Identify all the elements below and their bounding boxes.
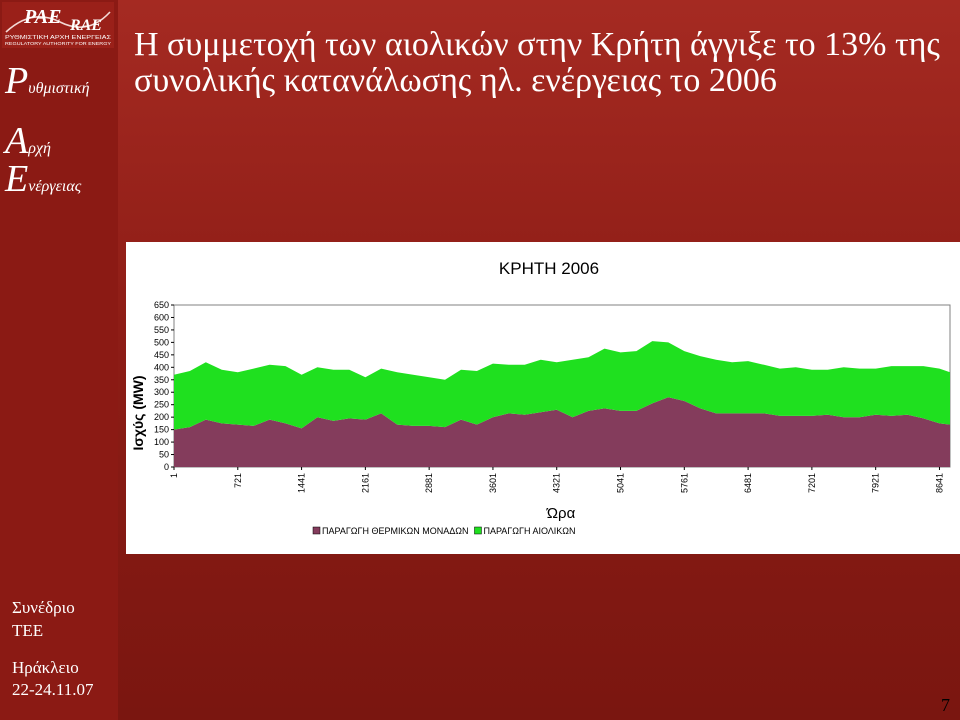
x-tick-label: 4321 bbox=[552, 473, 562, 493]
y-tick-label: 100 bbox=[154, 437, 169, 447]
y-tick-label: 550 bbox=[154, 325, 169, 335]
x-axis-label: Ώρα bbox=[546, 505, 576, 522]
legend: ΠΑΡΑΓΩΓΗ ΘΕΡΜΙΚΩΝ ΜΟΝΑΔΩΝ ΠΑΡΑΓΩΓΗ ΑΙΟΛΙΚ… bbox=[312, 526, 576, 536]
slide-main: Η συμμετοχή των αιολικών στην Κρήτη άγγι… bbox=[118, 0, 960, 720]
y-tick-label: 500 bbox=[154, 337, 169, 347]
axes: 0 50 100 150 200 250 300 350 400 450 500 550 600 650 1… bbox=[154, 300, 945, 493]
area-series-0 bbox=[174, 397, 950, 467]
y-tick-label: 50 bbox=[159, 450, 169, 460]
y-tick-label: 300 bbox=[154, 387, 169, 397]
legend-swatch-1 bbox=[474, 526, 482, 535]
area-series-1 bbox=[174, 341, 950, 430]
logo-text-rae: RAE bbox=[69, 17, 102, 34]
y-tick-label: 150 bbox=[154, 425, 169, 435]
brand-line-regulatory: Pυθμιστική bbox=[5, 62, 90, 100]
x-tick-label: 7921 bbox=[871, 473, 881, 493]
conference-org: ΤΕΕ bbox=[12, 621, 44, 640]
y-tick-label: 200 bbox=[154, 412, 169, 422]
y-axis-label: Ισχύς (MW) bbox=[130, 375, 146, 450]
logo-text-pae: PAE bbox=[23, 6, 61, 28]
legend-swatch-0 bbox=[312, 526, 321, 535]
brand-initial: E bbox=[5, 158, 29, 200]
x-tick-label: 2161 bbox=[360, 473, 370, 493]
legend-label-1: ΠΑΡΑΓΩΓΗ ΑΙΟΛΙΚΩΝ bbox=[483, 526, 575, 536]
brand-initial: A bbox=[5, 120, 29, 162]
rae-logo: PAE RAE ΡΥΘΜΙΣΤΙΚΗ ΑΡΧΗ ΕΝΕΡΓΕΙΑΣ REGULA… bbox=[2, 2, 114, 48]
slide-title-line-2: συνολικής κατανάλωσης ηλ. ενέργειας το 2… bbox=[134, 62, 777, 99]
x-tick-label: 5041 bbox=[616, 473, 626, 493]
brand-rest: υθμιστική bbox=[28, 80, 90, 97]
y-tick-label: 600 bbox=[154, 312, 169, 322]
x-tick-label: 5761 bbox=[679, 473, 689, 493]
x-tick-label: 6481 bbox=[743, 473, 753, 493]
brand-rest: νέργειας bbox=[28, 178, 82, 195]
y-tick-label: 0 bbox=[164, 462, 169, 472]
power-chart: ΚΡΗΤΗ 2006 Ισχύς (MW) Ώρα 0 50 100 150 200 25… bbox=[130, 259, 951, 536]
conference-name: Συνέδριο bbox=[12, 598, 75, 617]
y-tick-label: 450 bbox=[154, 350, 169, 360]
chart-container: ΚΡΗΤΗ 2006 Ισχύς (MW) Ώρα 0 50 100 150 200 25… bbox=[126, 242, 960, 554]
x-tick-label: 8641 bbox=[935, 473, 945, 493]
brand-rest: ρχή bbox=[28, 140, 51, 157]
x-tick-label: 7201 bbox=[807, 473, 817, 493]
brand-initial: P bbox=[5, 60, 29, 102]
brand-line-energy: Eνέργειας bbox=[5, 160, 81, 198]
chart-title: ΚΡΗΤΗ 2006 bbox=[499, 259, 599, 278]
y-tick-label: 400 bbox=[154, 362, 169, 372]
legend-label-0: ΠΑΡΑΓΩΓΗ ΘΕΡΜΙΚΩΝ ΜΟΝΑΔΩΝ bbox=[322, 526, 468, 536]
y-tick-label: 650 bbox=[154, 300, 169, 310]
slide-title-line-1: Η συμμετοχή των αιολικών στην Κρήτη άγγι… bbox=[134, 26, 940, 63]
page-number: 7 bbox=[941, 695, 950, 715]
logo-subtitle-greek: ΡΥΘΜΙΣΤΙΚΗ ΑΡΧΗ ΕΝΕΡΓΕΙΑΣ bbox=[5, 35, 111, 41]
conference-city: Ηράκλειο bbox=[12, 658, 79, 677]
sidebar: PAE RAE ΡΥΘΜΙΣΤΙΚΗ ΑΡΧΗ ΕΝΕΡΓΕΙΑΣ REGULA… bbox=[0, 0, 118, 720]
x-tick-label: 3601 bbox=[488, 473, 498, 493]
y-tick-label: 350 bbox=[154, 375, 169, 385]
plot-area bbox=[173, 304, 951, 468]
conference-dates: 22-24.11.07 bbox=[12, 680, 94, 699]
x-tick-label: 1 bbox=[169, 473, 179, 478]
brand-line-authority: Aρχή bbox=[5, 122, 51, 160]
x-tick-label: 721 bbox=[233, 473, 243, 488]
x-tick-label: 1441 bbox=[297, 473, 307, 493]
x-tick-label: 2881 bbox=[424, 473, 434, 493]
y-tick-label: 250 bbox=[154, 400, 169, 410]
logo-subtitle-english: REGULATORY AUTHORITY FOR ENERGY bbox=[5, 41, 111, 46]
